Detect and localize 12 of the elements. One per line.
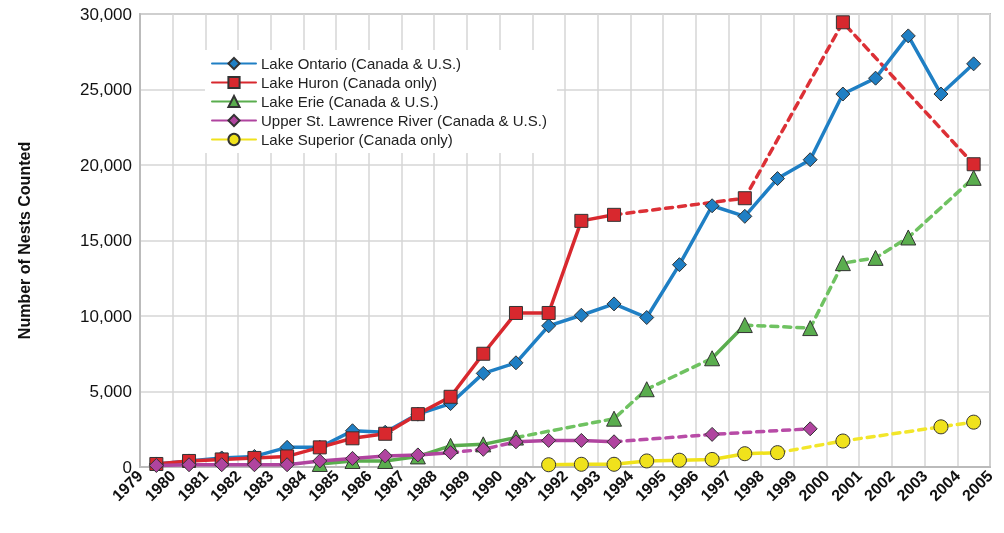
y-tick-label: 25,000 <box>80 80 132 99</box>
legend-label: Lake Huron (Canada only) <box>261 74 437 91</box>
legend-label: Lake Superior (Canada only) <box>261 131 453 148</box>
legend-label: Lake Ontario (Canada & U.S.) <box>261 55 462 72</box>
y-axis-title: Number of Nests Counted <box>15 141 33 340</box>
y-tick-label: 20,000 <box>80 155 132 175</box>
y-tick-label: 10,000 <box>80 306 132 326</box>
y-tick-label: 30,000 <box>80 4 132 24</box>
y-tick-label: 15,000 <box>80 231 132 250</box>
y-tick-label: 5,000 <box>89 382 132 401</box>
legend-label: Lake Erie (Canada & U.S.) <box>261 93 439 110</box>
legend-label: Upper St. Lawrence River (Canada & U.S.) <box>261 112 547 129</box>
